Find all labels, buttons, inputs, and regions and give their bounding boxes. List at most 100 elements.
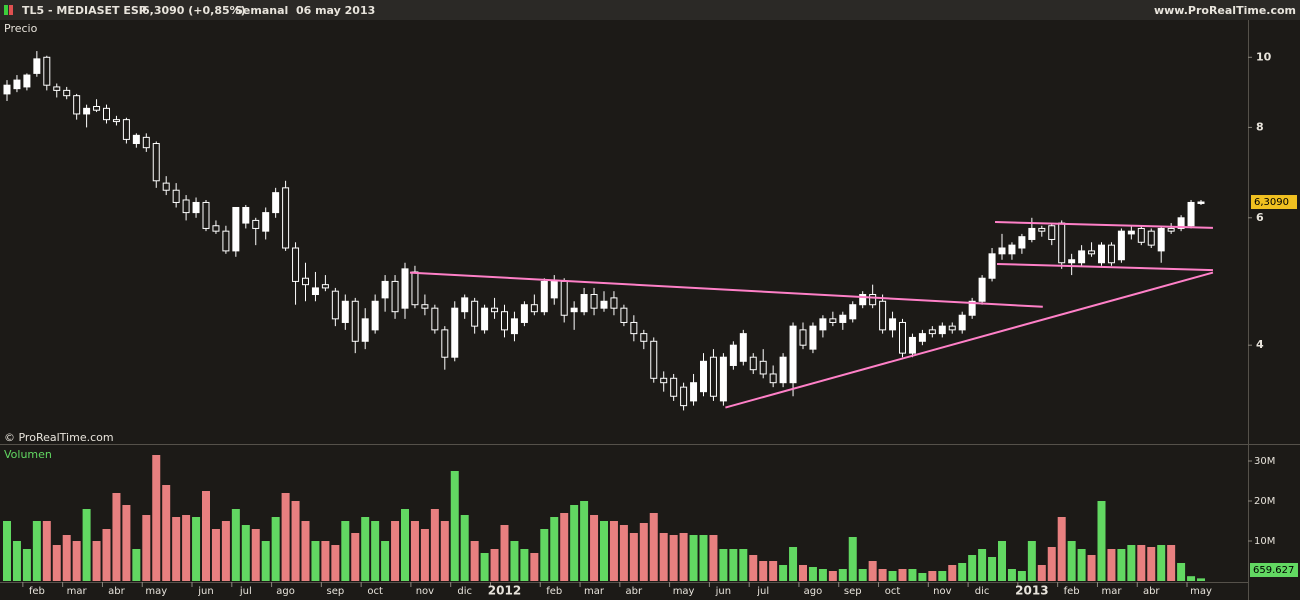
x-tick-label: jun: [715, 586, 731, 597]
candle-body: [709, 356, 717, 397]
candle-body: [43, 56, 51, 86]
volume-bar: [779, 565, 788, 581]
volume-bar: [978, 549, 987, 581]
volume-bar: [132, 549, 141, 581]
candle-body: [311, 287, 319, 296]
volume-bar: [928, 571, 937, 581]
candle-body: [899, 321, 906, 354]
candle-body: [869, 294, 877, 306]
candle-body: [839, 314, 847, 323]
volume-bar: [142, 515, 151, 581]
candle-body: [1068, 259, 1076, 264]
candle-body: [590, 294, 598, 309]
candle-body: [829, 318, 837, 323]
volume-bar: [550, 517, 559, 581]
volume-bar: [331, 545, 340, 581]
candle-body: [510, 318, 518, 335]
candle-body: [1028, 227, 1036, 240]
x-tick-label: oct: [367, 586, 383, 597]
candle-body: [122, 119, 130, 140]
volume-bar: [719, 549, 728, 581]
candle-body: [918, 333, 926, 342]
candle-body: [341, 300, 349, 323]
volume-bar: [22, 549, 31, 581]
volume-bar: [749, 555, 758, 581]
candle-body: [610, 297, 618, 309]
volume-bar: [271, 517, 280, 581]
candle-body: [978, 277, 986, 302]
candle-body: [729, 344, 737, 366]
candle-body: [530, 304, 538, 313]
candle-body: [550, 280, 558, 299]
volume-bar: [192, 517, 201, 581]
panel-title: Precio: [4, 22, 38, 35]
volume-bar: [470, 541, 479, 581]
volume-bar: [689, 535, 698, 581]
quote: 6,3090 (+0,85%): [142, 4, 246, 17]
volume-bar: [1007, 569, 1016, 581]
volume-bar: [1067, 541, 1076, 581]
x-tick-label: mar: [1101, 586, 1122, 597]
volume-bar: [281, 493, 290, 581]
candle-body: [232, 206, 240, 252]
candle-body: [809, 325, 817, 350]
panel-title: Volumen: [4, 448, 52, 461]
volume-bar: [62, 535, 71, 581]
volume-bar: [12, 541, 21, 581]
candle-body: [182, 199, 190, 214]
candle-body: [192, 201, 200, 214]
x-tick-label: dic: [975, 586, 990, 597]
x-tick-label: sep: [844, 586, 862, 597]
volume-bar: [1167, 545, 1176, 581]
volume-bar: [649, 513, 658, 581]
candle-body: [968, 300, 976, 316]
candle-body: [73, 95, 81, 115]
volume-bar: [799, 565, 807, 581]
volume-bar: [838, 569, 847, 581]
volume-bar: [341, 521, 350, 581]
volume-bar: [500, 525, 509, 581]
x-tick-label: feb: [29, 586, 45, 597]
candle-body: [580, 294, 588, 313]
volume-bar: [1177, 563, 1186, 581]
volume-bar: [172, 517, 181, 581]
candle-body: [908, 336, 916, 354]
candle-body: [948, 325, 956, 331]
candle-body: [620, 307, 628, 323]
volume-bar: [251, 529, 260, 581]
header-bar: [0, 0, 1300, 20]
candle-body: [242, 206, 250, 224]
volume-bar: [261, 541, 270, 581]
x-tick-label: nov: [933, 586, 951, 597]
volume-bar: [241, 525, 250, 581]
candle-body: [212, 225, 220, 232]
candle-body: [331, 290, 339, 320]
candle-body: [1177, 217, 1185, 229]
site: www.ProRealTime.com: [1154, 4, 1296, 17]
volume-bar: [808, 567, 817, 581]
volume-bar: [1097, 501, 1106, 581]
volume-bar: [609, 521, 618, 581]
volume-bar: [789, 547, 798, 581]
candle-body: [431, 307, 439, 331]
candle-body: [501, 311, 508, 331]
candle-body: [272, 192, 280, 214]
volume-bar: [828, 571, 837, 581]
volume-bar: [988, 557, 997, 581]
volume-bar: [1037, 565, 1046, 581]
volume-bar: [381, 541, 390, 581]
candle-body: [998, 247, 1006, 255]
volume-bar: [52, 545, 61, 581]
volume-bar: [490, 549, 499, 581]
volume-bar: [868, 561, 877, 581]
candle-body: [769, 373, 777, 384]
x-tick-label: abr: [1143, 586, 1160, 597]
candle-body: [162, 182, 170, 191]
volume-bar: [729, 549, 738, 581]
volume-bar: [1077, 549, 1086, 581]
candle-body: [381, 280, 389, 299]
volume-bar: [420, 529, 429, 581]
candle-body: [321, 284, 329, 289]
